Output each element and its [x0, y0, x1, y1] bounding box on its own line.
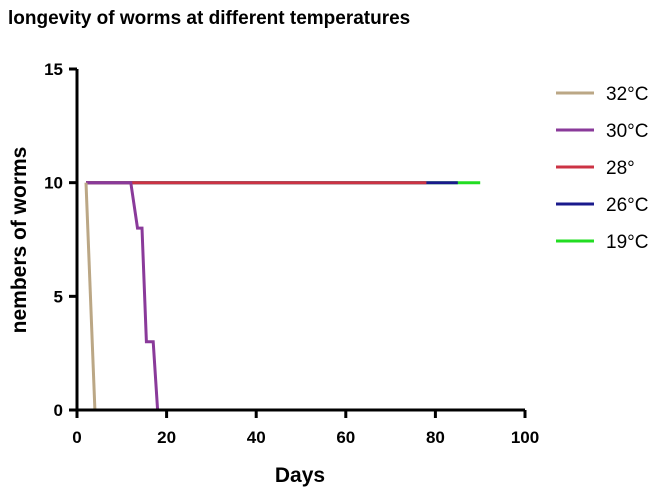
y-tick-label: 5: [54, 287, 63, 306]
x-tick-label: 40: [247, 428, 266, 447]
legend-label-30C: 30°C: [606, 121, 648, 142]
x-tick-label: 80: [426, 428, 445, 447]
ticks-layer: 0 20 40 60 80 100 0 5 10 15: [44, 60, 539, 447]
x-tick-label: 20: [157, 428, 176, 447]
legend-label-32C: 32°C: [606, 84, 648, 105]
series-layer: [84, 181, 481, 411]
y-tick-label: 0: [54, 401, 63, 420]
x-tick-label: 0: [72, 428, 81, 447]
legend-label-19C: 19°C: [606, 232, 648, 253]
x-tick-label: 60: [336, 428, 355, 447]
chart-title: longevity of worms at different temperat…: [8, 8, 410, 29]
y-tick-label: 15: [44, 60, 63, 79]
x-tick-label: 100: [511, 428, 539, 447]
legend-label-26C: 26°C: [606, 195, 648, 216]
x-axis-label: Days: [275, 464, 325, 487]
y-tick-label: 10: [44, 174, 63, 193]
legend-label-28: 28°: [606, 158, 635, 179]
y-axis-label: nembers of worms: [8, 147, 31, 334]
legend: 32°C 30°C 28° 26°C 19°C: [556, 84, 648, 253]
series-line-32C: [84, 182, 97, 411]
series-line-30C: [86, 181, 160, 411]
